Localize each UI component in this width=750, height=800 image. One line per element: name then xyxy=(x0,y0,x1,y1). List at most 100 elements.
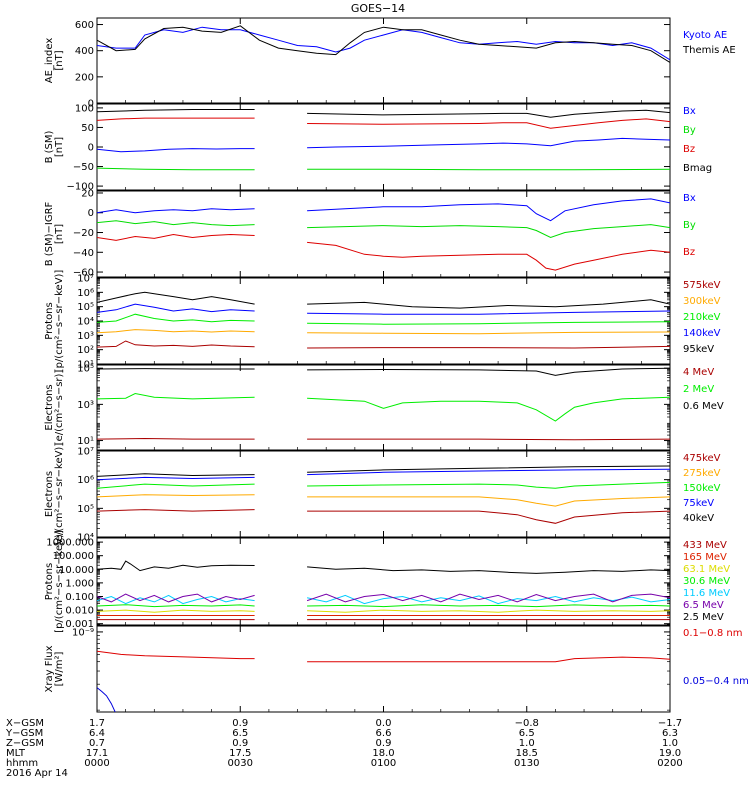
legend-entry: 11.6 MeV xyxy=(683,588,730,599)
y-tick-label: 100 xyxy=(75,103,94,114)
legend-entry: By xyxy=(683,125,696,136)
x-axis-value: 0.9 xyxy=(232,718,248,729)
series-group xyxy=(97,560,670,621)
legend-entry: 4 MeV xyxy=(683,367,714,378)
series-line xyxy=(97,117,670,129)
legend-entry: 95keV xyxy=(683,344,714,355)
x-axis-value: −0.8 xyxy=(515,718,539,729)
x-axis-value: 1.0 xyxy=(662,738,678,749)
series-line xyxy=(97,560,670,574)
series-group xyxy=(97,109,670,171)
series-line xyxy=(97,465,670,477)
series-line xyxy=(97,481,670,489)
panel-frame xyxy=(96,190,671,278)
legend-entry: 275keV xyxy=(683,468,721,479)
series-line xyxy=(97,687,116,712)
y-tick-label: 10⁵ xyxy=(77,302,94,313)
y-axis-label: B (SM)−IGRF[nT] xyxy=(44,201,65,266)
x-axis-row-label: Z−GSM xyxy=(6,738,44,749)
legend-entry: By xyxy=(683,220,696,231)
legend-entry: 2.5 MeV xyxy=(683,612,724,623)
panel-frame xyxy=(96,17,671,104)
legend-entry: 165 MeV xyxy=(683,552,727,563)
series-line xyxy=(97,26,670,61)
y-tick-label: 1000.000 xyxy=(46,538,94,549)
legend-entry: 2 MeV xyxy=(683,384,714,395)
y-tick-label: −50 xyxy=(73,162,94,173)
x-axis-value: 6.6 xyxy=(376,728,392,739)
x-axis-value: 6.4 xyxy=(89,728,105,739)
x-axis-value: 1.0 xyxy=(519,738,535,749)
x-axis-value: 1.7 xyxy=(89,718,105,729)
legend-entry: Bx xyxy=(683,106,696,117)
y-tick-label: −20 xyxy=(73,228,94,239)
series-line xyxy=(97,233,670,271)
y-tick-label: 0.010 xyxy=(65,606,94,617)
series-line xyxy=(97,198,670,222)
series-line xyxy=(97,392,670,422)
x-axis-value: 0200 xyxy=(657,758,682,769)
legend-entry: Bmag xyxy=(683,163,712,174)
series-group xyxy=(97,367,670,441)
panel-5: 10¹ 10³ 10⁵ Electrons[e/(cm²−s−sr)] 4 MeV 2 M… xyxy=(44,364,724,451)
panel-2: −100 −50 0 50 100 B (SM)[nT] Bx By Bz Bmag xyxy=(44,103,712,192)
y-tick-label: 50 xyxy=(81,123,94,134)
y-axis-label: Protons[p/(cm²−s−sr−keV)] xyxy=(44,530,65,633)
y-axis-label: Electrons[e/(cm²−s−sr)] xyxy=(44,370,65,446)
legend-entry: 575keV xyxy=(683,280,721,291)
y-tick-label: 0.001 xyxy=(65,619,94,630)
panel-frame xyxy=(96,364,671,451)
x-axis-value: 17.5 xyxy=(229,748,251,759)
legend-entry: 150keV xyxy=(683,483,721,494)
panel-frame xyxy=(96,450,671,538)
y-tick-label: 10² xyxy=(77,345,94,356)
legend-entry: 6.5 MeV xyxy=(683,600,724,611)
series-line xyxy=(97,609,670,613)
legend-entry: 475keV xyxy=(683,453,721,464)
series-line xyxy=(97,367,670,376)
series-line xyxy=(97,291,670,309)
y-axis-label: Protons[p/(cm²−s−sr−keV)] xyxy=(44,270,65,373)
y-tick-label: 400 xyxy=(75,46,94,57)
legend-entry: Bz xyxy=(683,144,695,155)
series-line xyxy=(97,220,670,239)
y-tick-label: 20 xyxy=(81,188,94,199)
y-tick-label: 10⁶ xyxy=(77,475,94,486)
series-group xyxy=(97,465,670,524)
x-axis-value: 0.0 xyxy=(376,718,392,729)
legend-entry: 210keV xyxy=(683,312,721,323)
y-tick-label: 10⁷ xyxy=(77,447,94,458)
x-axis-value: 0.7 xyxy=(89,738,105,749)
y-tick-label: 10³ xyxy=(77,400,94,411)
panel-1: 0 200 400 600 AE_index[nT] Kyoto AE Themis AE xyxy=(44,17,736,110)
x-axis-value: 0.9 xyxy=(232,738,248,749)
series-line xyxy=(97,340,670,349)
y-tick-label: 200 xyxy=(75,72,94,83)
y-tick-label: 0 xyxy=(88,143,94,154)
panel-frame xyxy=(96,277,671,365)
series-line xyxy=(97,329,670,335)
legend-entry: 63.1 MeV xyxy=(683,564,730,575)
series-line xyxy=(97,109,670,118)
panel-7: 0.001 0.010 0.100 1.000 10.000 100.000 1000.00… xyxy=(44,530,730,633)
x-axis-value: 0030 xyxy=(228,758,253,769)
y-tick-label: 10⁴ xyxy=(77,317,94,328)
y-tick-label: 10⁷ xyxy=(77,274,94,285)
x-axis-value: 6.3 xyxy=(662,728,678,739)
x-axis-row-label: Y−GSM xyxy=(5,728,43,739)
series-line xyxy=(97,167,670,171)
y-tick-label: 0.100 xyxy=(65,592,94,603)
series-line xyxy=(97,593,670,603)
panel-frame xyxy=(96,625,671,713)
legend-entry: Bz xyxy=(683,247,695,258)
figure-title: GOES−14 xyxy=(351,2,405,15)
series-line xyxy=(97,650,670,663)
x-axis-value: 0.9 xyxy=(376,738,392,749)
panel-6: 10⁴ 10⁵ 10⁶ 10⁷ Electrons[e/(cm²−s−sr−keV)] 4… xyxy=(44,443,721,546)
y-tick-label: 10⁵ xyxy=(77,364,94,375)
x-axis-value: 6.5 xyxy=(232,728,248,739)
date-label: 2016 Apr 14 xyxy=(6,768,68,779)
x-axis-table: X−GSM 1.7 0.9 0.0 −0.8 −1.7 Y−GSM 6.4 6.5 6.6 6.5 6… xyxy=(5,718,683,769)
